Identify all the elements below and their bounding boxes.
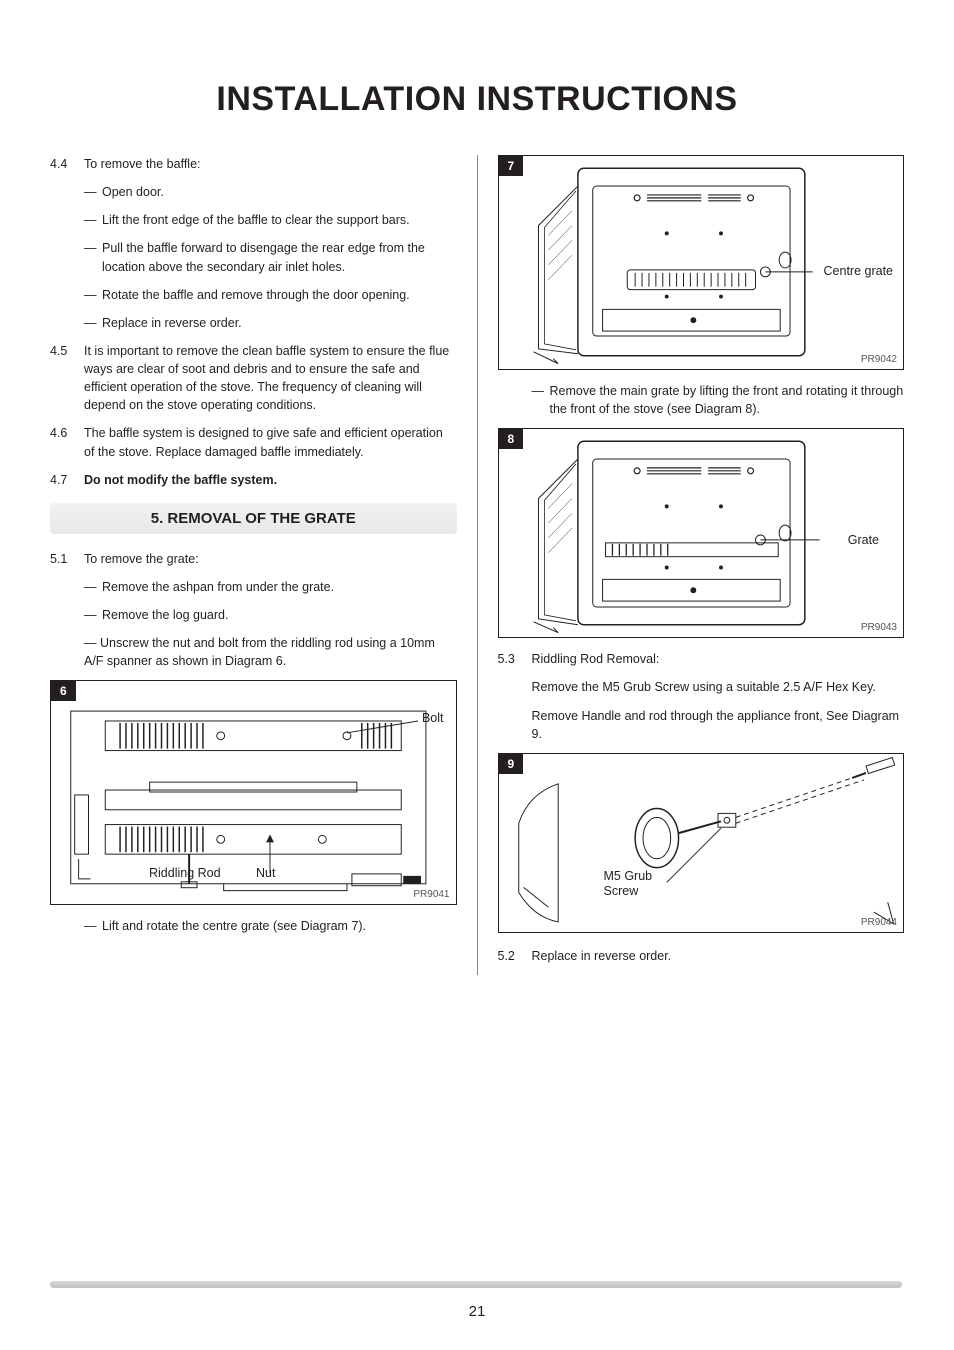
dash-text: Remove the log guard. xyxy=(102,606,457,624)
item-number: 4.5 xyxy=(50,342,84,415)
item-5-3: 5.3 Riddling Rod Removal: Remove the M5 … xyxy=(498,650,905,743)
section-heading-5: 5. REMOVAL OF THE GRATE xyxy=(50,503,457,534)
label-centre-grate: Centre grate xyxy=(824,264,893,278)
item-body: The baffle system is designed to give sa… xyxy=(84,424,457,460)
label-bolt: Bolt xyxy=(422,711,444,725)
dash-text: Pull the baffle forward to disengage the… xyxy=(102,239,457,275)
dash-item: —Rotate the baffle and remove through th… xyxy=(84,286,457,304)
dash-mark: — xyxy=(532,382,550,418)
dash-mark: — xyxy=(84,211,102,229)
item-body: To remove the grate: xyxy=(84,550,457,568)
figure-6: 6 xyxy=(50,680,457,905)
dash-item: —Remove the log guard. xyxy=(84,606,457,624)
left-column: 4.4 To remove the baffle: —Open door. —L… xyxy=(50,155,457,975)
label-grate: Grate xyxy=(848,533,879,547)
figure-number: 9 xyxy=(499,754,524,774)
right-column: 7 xyxy=(498,155,905,975)
figure-9: 9 xyxy=(498,753,905,933)
dash-item: —Lift the front edge of the baffle to cl… xyxy=(84,211,457,229)
dash-item: —Lift and rotate the centre grate (see D… xyxy=(84,917,457,935)
item-body: It is important to remove the clean baff… xyxy=(84,342,457,415)
label-riddling-rod: Riddling Rod xyxy=(149,866,221,880)
figure-code: PR9041 xyxy=(413,889,449,900)
figure-code: PR9042 xyxy=(861,354,897,365)
figure-8: 8 xyxy=(498,428,905,638)
label-line-2: Screw xyxy=(604,884,639,898)
item-number: 5.1 xyxy=(50,550,84,568)
dash-item-wide: — Unscrew the nut and bolt from the ridd… xyxy=(84,634,457,670)
figure-number: 7 xyxy=(499,156,524,176)
item-5-2: 5.2 Replace in reverse order. xyxy=(498,947,905,965)
figure-number: 8 xyxy=(499,429,524,449)
dash-mark: — xyxy=(84,578,102,596)
item-body: Riddling Rod Removal: Remove the M5 Grub… xyxy=(532,650,905,743)
item-number: 5.2 xyxy=(498,947,532,965)
item-number: 5.3 xyxy=(498,650,532,743)
label-m5-grub-screw: M5 Grub Screw xyxy=(604,869,653,899)
two-column-layout: 4.4 To remove the baffle: —Open door. —L… xyxy=(50,155,904,975)
figure-code: PR9043 xyxy=(861,622,897,633)
item-lead: Riddling Rod Removal: xyxy=(532,650,905,668)
item-4-5: 4.5 It is important to remove the clean … xyxy=(50,342,457,415)
dash-mark: — xyxy=(84,314,102,332)
dash-mark: — xyxy=(84,183,102,201)
dash-text: Replace in reverse order. xyxy=(102,314,457,332)
figure-7: 7 xyxy=(498,155,905,370)
dash-item: —Pull the baffle forward to disengage th… xyxy=(84,239,457,275)
dash-text: Lift the front edge of the baffle to cle… xyxy=(102,211,457,229)
item-4-6: 4.6 The baffle system is designed to giv… xyxy=(50,424,457,460)
item-4-4: 4.4 To remove the baffle: xyxy=(50,155,457,173)
dash-mark: — xyxy=(84,286,102,304)
dash-text: Lift and rotate the centre grate (see Di… xyxy=(102,917,457,935)
item-number: 4.6 xyxy=(50,424,84,460)
dash-item: —Remove the main grate by lifting the fr… xyxy=(532,382,905,418)
dash-text: Open door. xyxy=(102,183,457,201)
dash-item: —Replace in reverse order. xyxy=(84,314,457,332)
dash-text: Rotate the baffle and remove through the… xyxy=(102,286,457,304)
figure-code: PR9044 xyxy=(861,917,897,928)
dash-mark: — xyxy=(84,239,102,275)
diagram-8-svg xyxy=(499,429,904,637)
dash-mark: — xyxy=(84,606,102,624)
item-body: Do not modify the baffle system. xyxy=(84,471,457,489)
label-line-1: M5 Grub xyxy=(604,869,653,883)
item-body: Replace in reverse order. xyxy=(532,947,905,965)
dash-mark: — xyxy=(84,917,102,935)
diagram-7-svg xyxy=(499,156,904,369)
figure-number: 6 xyxy=(51,681,76,701)
dash-text: Remove the ashpan from under the grate. xyxy=(102,578,457,596)
diagram-6-svg xyxy=(51,681,456,904)
item-number: 4.4 xyxy=(50,155,84,173)
dash-item: —Remove the ashpan from under the grate. xyxy=(84,578,457,596)
dash-text: Unscrew the nut and bolt from the riddli… xyxy=(84,636,435,668)
item-para: Remove the M5 Grub Screw using a suitabl… xyxy=(532,678,905,696)
item-number: 4.7 xyxy=(50,471,84,489)
item-para: Remove Handle and rod through the applia… xyxy=(532,707,905,743)
footer-bar xyxy=(50,1281,902,1288)
page-number: 21 xyxy=(0,1303,954,1320)
diagram-9-svg xyxy=(499,754,904,932)
dash-item: —Open door. xyxy=(84,183,457,201)
page-title: INSTALLATION INSTRUCTIONS xyxy=(50,80,904,119)
dash-text: Remove the main grate by lifting the fro… xyxy=(550,382,905,418)
item-4-7: 4.7 Do not modify the baffle system. xyxy=(50,471,457,489)
item-5-1: 5.1 To remove the grate: xyxy=(50,550,457,568)
item-body: To remove the baffle: xyxy=(84,155,457,173)
label-nut: Nut xyxy=(256,866,275,880)
column-divider xyxy=(477,155,478,975)
